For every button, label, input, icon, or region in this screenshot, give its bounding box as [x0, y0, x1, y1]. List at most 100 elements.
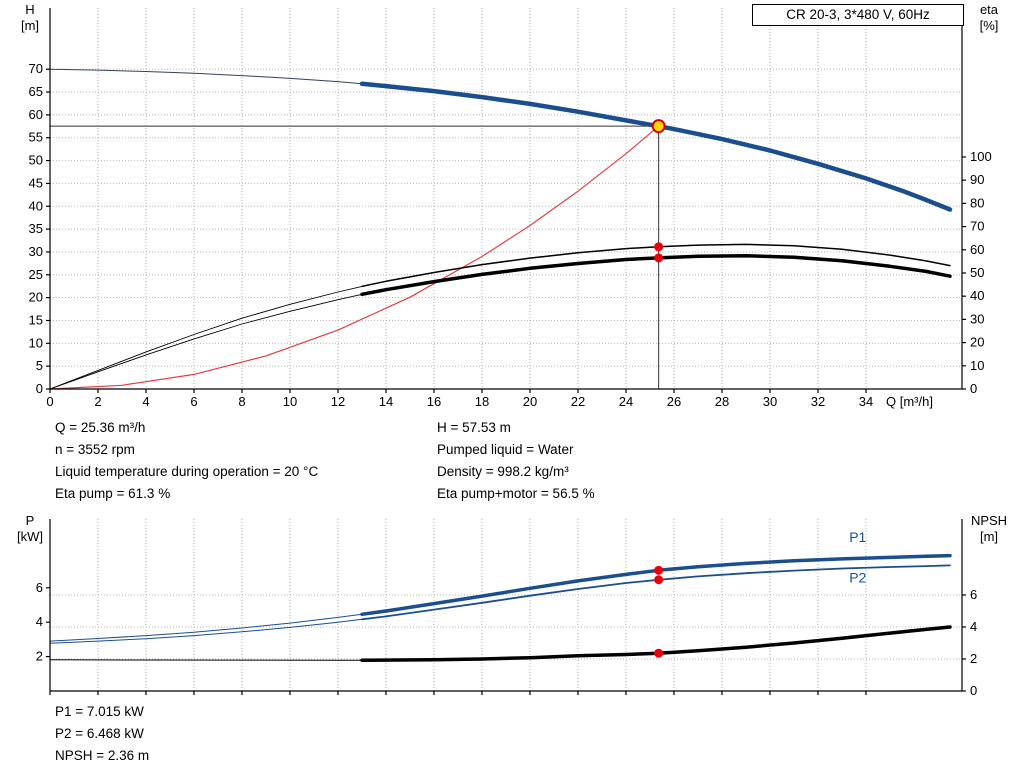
left-tick-label: 70 [29, 61, 43, 76]
left-tick-label: 65 [29, 84, 43, 99]
x-axis-title: Q [m³/h] [886, 394, 933, 409]
grid-lines [49, 519, 962, 692]
power-info: P1 = 7.015 kW P2 = 6.468 kW NPSH = 2.36 … [55, 701, 149, 767]
info-line-p1: P1 = 7.015 kW [55, 704, 144, 719]
left-tick-label: 30 [29, 244, 43, 259]
left-tick-label: 2 [36, 649, 43, 664]
left-tick-label: 6 [36, 580, 43, 595]
left-tick-label: 10 [29, 335, 43, 350]
right-tick-label: 50 [970, 265, 984, 280]
head-curve [359, 81, 953, 212]
duty-info-right: H = 57.53 m Pumped liquid = Water Densit… [437, 417, 595, 505]
info-line-h: H = 57.53 m [437, 420, 511, 435]
operating-point-marker [654, 648, 664, 658]
x-tick-label: 24 [619, 394, 633, 409]
series-label-p2: P2 [849, 570, 866, 586]
tick-labels: 0 2 4 6 8 10 12 14 16 18 20 22 24 26 28 30 32 34051015202… [29, 61, 992, 409]
eta-pump-motor-curve-thin [49, 293, 363, 390]
info-line-temp: Liquid temperature during operation = 20… [55, 464, 319, 479]
tick-labels: 2 4 6 0 2 4 6 [36, 580, 977, 698]
x-tick-label: 6 [190, 394, 197, 409]
head_eta-group: 0 2 4 6 8 10 12 14 16 18 20 22 24 26 28 30 32 34051015202… [21, 2, 999, 409]
left-axis-title: [kW] [17, 529, 43, 544]
right-tick-label: 0 [970, 683, 977, 698]
left-tick-label: 0 [36, 381, 43, 396]
operating-point-marker [654, 242, 664, 252]
x-tick-label: 0 [46, 394, 53, 409]
right-tick-label: 2 [970, 651, 977, 666]
npsh-curve-thin [49, 659, 362, 661]
left-tick-label: 40 [29, 198, 43, 213]
left-tick-label: 55 [29, 130, 43, 145]
x-tick-label: 10 [283, 394, 297, 409]
axis-titles: H[m] eta[%] Q [m³/h] [21, 2, 999, 409]
npsh-curve [360, 625, 952, 663]
left-tick-label: 25 [29, 267, 43, 282]
x-tick-label: 16 [427, 394, 441, 409]
left-tick-label: 35 [29, 221, 43, 236]
right-tick-label: 20 [970, 335, 984, 350]
series-label-p1: P1 [849, 529, 866, 545]
x-tick-label: 18 [475, 394, 489, 409]
left-axis-title: H [25, 2, 34, 17]
left-tick-label: 60 [29, 107, 43, 122]
right-axis-title: [m] [980, 529, 998, 544]
right-tick-label: 60 [970, 242, 984, 257]
left-tick-label: 4 [36, 614, 43, 629]
right-axis-title: [%] [980, 18, 999, 33]
x-tick-label: 28 [715, 394, 729, 409]
x-tick-label: 12 [331, 394, 345, 409]
x-tick-label: 22 [571, 394, 585, 409]
eta-pump-curve-thin [49, 285, 363, 390]
x-tick-label: 34 [859, 394, 873, 409]
x-tick-label: 14 [379, 394, 393, 409]
operating-point-marker [654, 253, 664, 263]
info-line-p2: P2 = 6.468 kW [55, 726, 144, 741]
axes [46, 519, 966, 695]
right-tick-label: 40 [970, 288, 984, 303]
info-line-eta-total: Eta pump+motor = 56.5 % [437, 486, 595, 501]
left-tick-label: 45 [29, 175, 43, 190]
p2-curve-thin [49, 618, 363, 644]
x-tick-label: 8 [238, 394, 245, 409]
info-line-liquid: Pumped liquid = Water [437, 442, 574, 457]
grid-lines [49, 8, 962, 390]
x-tick-label: 4 [142, 394, 149, 409]
info-line-density: Density = 998.2 kg/m³ [437, 464, 569, 479]
system-curve-curve [49, 125, 659, 390]
duty-point-marker[interactable] [651, 119, 666, 134]
left-tick-label: 50 [29, 153, 43, 168]
right-tick-label: 4 [970, 619, 977, 634]
left-axis-title: [m] [21, 18, 39, 33]
right-axis-title: NPSH [971, 513, 1007, 528]
right-tick-label: 0 [970, 381, 977, 396]
x-tick-label: 30 [763, 394, 777, 409]
axis-titles: P[kW] NPSH[m] [17, 513, 1007, 544]
info-line-n: n = 3552 rpm [55, 442, 135, 457]
x-tick-label: 32 [811, 394, 825, 409]
right-tick-label: 90 [970, 172, 984, 187]
right-tick-label: 100 [970, 149, 992, 164]
head-curve-thin [49, 68, 363, 85]
x-tick-label: 20 [523, 394, 537, 409]
info-line-q: Q = 25.36 m³/h [55, 420, 146, 435]
info-line-eta-pump: Eta pump = 61.3 % [55, 486, 171, 501]
right-tick-label: 30 [970, 311, 984, 326]
right-tick-label: 6 [970, 587, 977, 602]
right-tick-label: 70 [970, 219, 984, 234]
x-tick-label: 26 [667, 394, 681, 409]
axes [46, 8, 966, 393]
info-line-npsh: NPSH = 2.36 m [55, 748, 150, 763]
x-tick-label: 2 [94, 394, 101, 409]
left-tick-label: 20 [29, 290, 43, 305]
right-tick-label: 80 [970, 195, 984, 210]
p1-curve-thin [49, 613, 363, 642]
right-axis-title: eta [980, 2, 999, 17]
left-tick-label: 5 [36, 358, 43, 373]
operating-point-marker [654, 565, 664, 575]
right-tick-label: 10 [970, 358, 984, 373]
duty-info-left: Q = 25.36 m³/h n = 3552 rpm Liquid tempe… [55, 417, 318, 505]
operating-point-marker [654, 575, 664, 585]
left-tick-label: 15 [29, 312, 43, 327]
